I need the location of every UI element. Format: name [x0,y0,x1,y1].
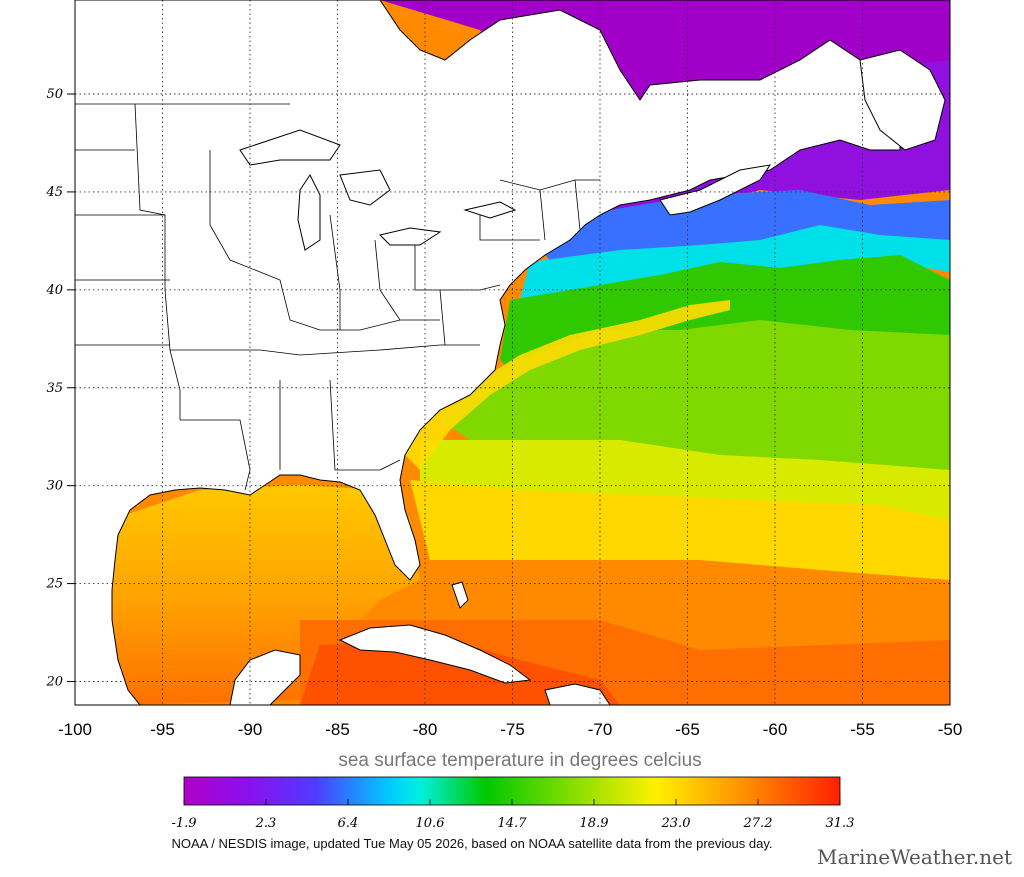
brand-watermark: MarineWeather.net [817,845,1012,869]
lon-tick-label: -100 [58,720,92,739]
colorbar-label: 27.2 [743,816,773,831]
latitude-labels: 20 25 30 35 40 45 50 [45,87,75,690]
lon-tick-label: -50 [938,720,963,739]
map-caption: sea surface temperature in degrees celci… [338,750,702,771]
colorbar-label: -1.9 [171,816,196,831]
lat-tick-label: 35 [46,381,63,396]
colorbar-label: 14.7 [498,816,528,831]
lat-tick-label: 40 [45,283,63,298]
lat-tick-label: 30 [46,479,63,494]
colorbar-ticks [183,799,841,805]
colorbar-label: 23.0 [661,816,691,831]
lon-tick-label: -60 [763,720,788,739]
land [75,0,946,705]
data-credit: NOAA / NESDIS image, updated Tue May 05 … [171,836,773,851]
lon-tick-label: -95 [150,720,175,739]
colorbar-labels: -1.9 2.3 6.4 10.6 14.7 18.9 23.0 27.2 31.3 [171,816,854,831]
lon-tick-label: -80 [413,720,438,739]
colorbar-label: 18.9 [580,816,609,831]
lon-tick-label: -85 [325,720,350,739]
longitude-labels: -100 -95 -90 -85 -80 -75 -70 -65 -60 -55 -50 [58,720,962,739]
lon-tick-label: -55 [850,720,875,739]
lat-tick-label: 25 [45,577,63,592]
colorbar-label: 31.3 [826,816,855,831]
lon-tick-label: -65 [675,720,700,739]
colorbar-label: 2.3 [255,816,277,831]
lon-tick-label: -70 [588,720,613,739]
plot-frame [74,0,951,706]
gridlines [75,0,950,705]
lat-tick-label: 50 [46,87,63,102]
great-lakes [239,129,517,251]
colorbar-label: 6.4 [338,816,359,831]
lon-tick-label: -90 [238,720,263,739]
colorbar-label: 10.6 [416,816,445,831]
lat-tick-label: 45 [45,185,63,200]
boundaries [75,103,600,491]
lon-tick-label: -75 [500,720,525,739]
lat-tick-label: 20 [45,675,63,690]
